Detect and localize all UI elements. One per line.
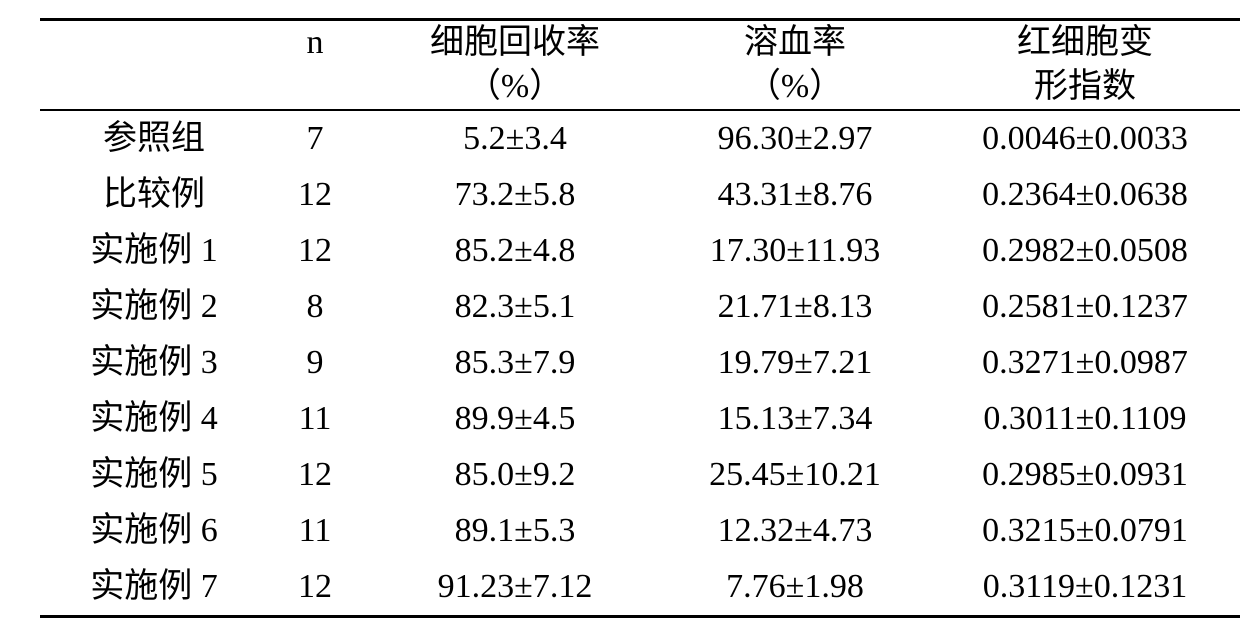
cell-recovery: 85.0±9.2: [370, 447, 660, 503]
cell-deform: 0.3271±0.0987: [930, 335, 1240, 391]
cell-hemolysis: 17.30±11.93: [660, 223, 930, 279]
cell-group: 实施例 1: [40, 223, 260, 279]
cell-deform: 0.2581±0.1237: [930, 279, 1240, 335]
cell-recovery: 73.2±5.8: [370, 167, 660, 223]
cell-n: 11: [260, 503, 370, 559]
cell-hemolysis: 21.71±8.13: [660, 279, 930, 335]
cell-group: 实施例 3: [40, 335, 260, 391]
col-header-deform-l1: 红细胞变: [930, 20, 1240, 66]
col-header-hemolysis-l1: 溶血率: [660, 20, 930, 66]
cell-group: 实施例 6: [40, 503, 260, 559]
data-table-container: n 细胞回收率 溶血率 红细胞变 （%） （%） 形指数 参照组 7 5.2±3…: [0, 0, 1240, 618]
table-row: 比较例 12 73.2±5.8 43.31±8.76 0.2364±0.0638: [40, 167, 1240, 223]
table-row: 实施例 5 12 85.0±9.2 25.45±10.21 0.2985±0.0…: [40, 447, 1240, 503]
cell-hemolysis: 15.13±7.34: [660, 391, 930, 447]
cell-n: 12: [260, 167, 370, 223]
table-header-row-1: n 细胞回收率 溶血率 红细胞变: [40, 20, 1240, 66]
cell-deform: 0.3215±0.0791: [930, 503, 1240, 559]
table-row: 参照组 7 5.2±3.4 96.30±2.97 0.0046±0.0033: [40, 110, 1240, 167]
cell-n: 9: [260, 335, 370, 391]
cell-group: 比较例: [40, 167, 260, 223]
col-header-recovery-l2: （%）: [370, 65, 660, 110]
cell-group: 实施例 5: [40, 447, 260, 503]
cell-hemolysis: 43.31±8.76: [660, 167, 930, 223]
data-table: n 细胞回收率 溶血率 红细胞变 （%） （%） 形指数 参照组 7 5.2±3…: [40, 18, 1240, 618]
cell-deform: 0.2364±0.0638: [930, 167, 1240, 223]
table-row: 实施例 4 11 89.9±4.5 15.13±7.34 0.3011±0.11…: [40, 391, 1240, 447]
cell-recovery: 85.3±7.9: [370, 335, 660, 391]
cell-recovery: 89.9±4.5: [370, 391, 660, 447]
cell-n: 12: [260, 559, 370, 617]
table-row: 实施例 2 8 82.3±5.1 21.71±8.13 0.2581±0.123…: [40, 279, 1240, 335]
cell-recovery: 5.2±3.4: [370, 110, 660, 167]
cell-n: 11: [260, 391, 370, 447]
cell-recovery: 85.2±4.8: [370, 223, 660, 279]
table-row: 实施例 1 12 85.2±4.8 17.30±11.93 0.2982±0.0…: [40, 223, 1240, 279]
cell-hemolysis: 7.76±1.98: [660, 559, 930, 617]
cell-group: 实施例 7: [40, 559, 260, 617]
cell-recovery: 89.1±5.3: [370, 503, 660, 559]
cell-hemolysis: 96.30±2.97: [660, 110, 930, 167]
cell-deform: 0.0046±0.0033: [930, 110, 1240, 167]
col-header-group-l2: [40, 65, 260, 110]
table-row: 实施例 7 12 91.23±7.12 7.76±1.98 0.3119±0.1…: [40, 559, 1240, 617]
cell-group: 参照组: [40, 110, 260, 167]
cell-group: 实施例 2: [40, 279, 260, 335]
col-header-n-l2: [260, 65, 370, 110]
cell-hemolysis: 12.32±4.73: [660, 503, 930, 559]
cell-deform: 0.2985±0.0931: [930, 447, 1240, 503]
col-header-recovery-l1: 细胞回收率: [370, 20, 660, 66]
table-header-row-2: （%） （%） 形指数: [40, 65, 1240, 110]
table-body: n 细胞回收率 溶血率 红细胞变 （%） （%） 形指数 参照组 7 5.2±3…: [40, 20, 1240, 617]
cell-deform: 0.3011±0.1109: [930, 391, 1240, 447]
cell-group: 实施例 4: [40, 391, 260, 447]
cell-n: 12: [260, 447, 370, 503]
table-row: 实施例 3 9 85.3±7.9 19.79±7.21 0.3271±0.098…: [40, 335, 1240, 391]
cell-deform: 0.3119±0.1231: [930, 559, 1240, 617]
cell-hemolysis: 19.79±7.21: [660, 335, 930, 391]
table-row: 实施例 6 11 89.1±5.3 12.32±4.73 0.3215±0.07…: [40, 503, 1240, 559]
col-header-group-l1: [40, 20, 260, 66]
cell-n: 12: [260, 223, 370, 279]
cell-recovery: 91.23±7.12: [370, 559, 660, 617]
cell-recovery: 82.3±5.1: [370, 279, 660, 335]
col-header-n-l1: n: [260, 20, 370, 66]
col-header-deform-l2: 形指数: [930, 65, 1240, 110]
cell-hemolysis: 25.45±10.21: [660, 447, 930, 503]
cell-deform: 0.2982±0.0508: [930, 223, 1240, 279]
cell-n: 8: [260, 279, 370, 335]
col-header-hemolysis-l2: （%）: [660, 65, 930, 110]
cell-n: 7: [260, 110, 370, 167]
